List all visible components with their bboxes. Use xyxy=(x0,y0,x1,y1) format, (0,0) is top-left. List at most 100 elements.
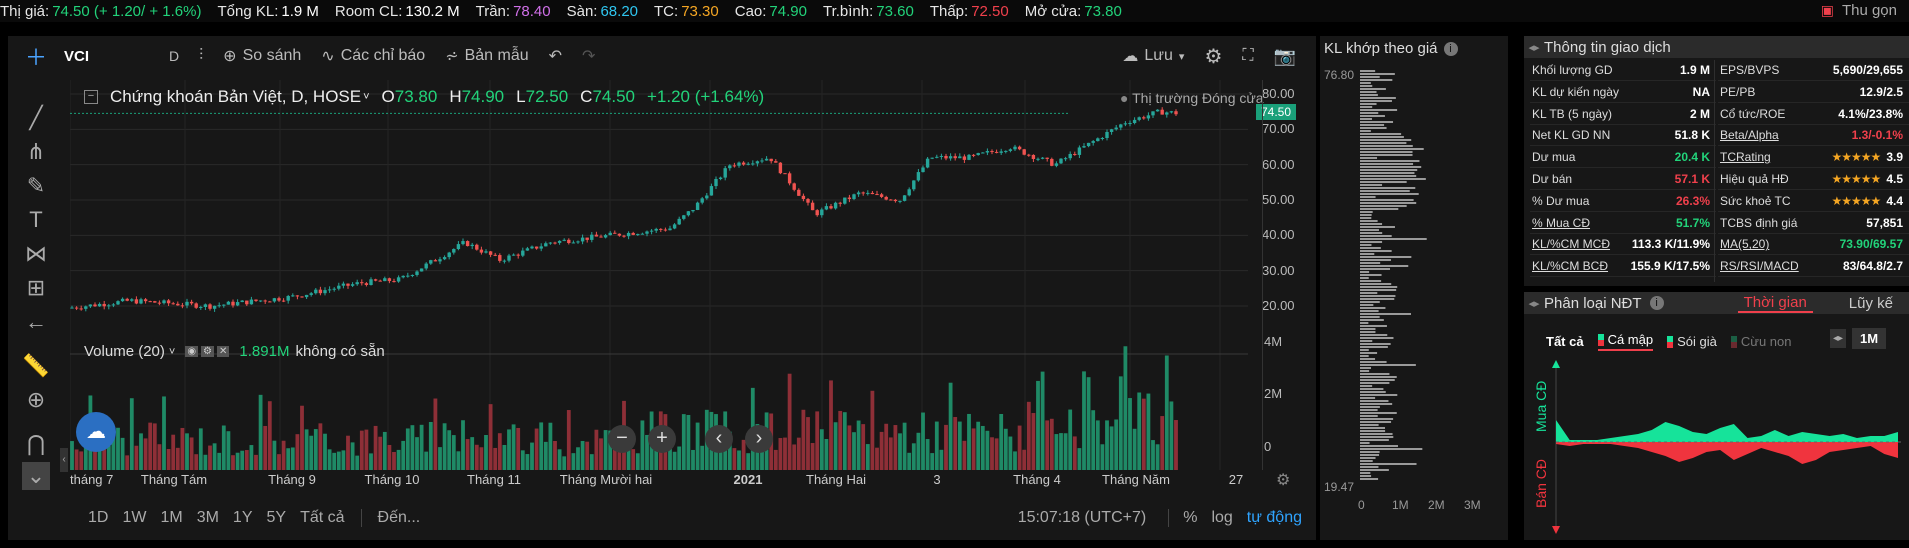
text-tool-icon[interactable]: T xyxy=(29,207,43,232)
legend-title[interactable]: Chứng khoán Bản Việt, D, HOSE xyxy=(110,87,362,106)
clock-label[interactable]: 15:07:18 (UTC+7) xyxy=(1017,509,1147,526)
ndt-chart[interactable]: Mua CĐ Bán CĐ xyxy=(1524,352,1909,540)
eye-icon[interactable]: ◉ xyxy=(185,346,199,357)
ruler-icon[interactable]: 📏 xyxy=(22,353,50,378)
info-label[interactable]: TCRating xyxy=(1720,150,1771,165)
vp-bottom-price: 19.47 xyxy=(1324,480,1355,494)
range-button[interactable]: 3M xyxy=(196,509,219,526)
info-label[interactable]: MA(5,20) xyxy=(1720,237,1770,252)
undo-icon[interactable]: ↶ xyxy=(548,48,563,65)
cloud-sync-icon[interactable]: ☁ xyxy=(76,412,116,452)
brush-icon[interactable]: ✎ xyxy=(26,173,46,198)
redo-icon[interactable]: ↷ xyxy=(582,48,596,65)
range-button[interactable]: 1M xyxy=(160,509,183,526)
filter-wolf[interactable]: Sói già xyxy=(1667,334,1717,349)
percent-toggle[interactable]: % xyxy=(1183,509,1198,526)
collapse-legend-icon[interactable]: − xyxy=(84,90,98,104)
info-label[interactable]: RS/RSI/MACD xyxy=(1720,259,1799,274)
zoom-out-icon[interactable]: − xyxy=(608,425,636,453)
range-button[interactable]: 1W xyxy=(122,509,147,526)
gear-icon[interactable]: ⚙ xyxy=(201,346,215,357)
filter-all[interactable]: Tất cả xyxy=(1546,334,1584,349)
candle-type-icon[interactable]: ⫶ xyxy=(199,47,204,64)
back-arrow-icon[interactable]: ← xyxy=(25,309,47,334)
volume-bar xyxy=(396,449,401,470)
volume-bar xyxy=(962,440,967,470)
info-header[interactable]: ◂▸ Thông tin giao dịch xyxy=(1524,36,1909,58)
info-value: 155.9 K/17.5% xyxy=(1631,259,1710,273)
vp-bar xyxy=(1360,85,1373,87)
chevron-down-icon[interactable]: ˅ xyxy=(168,345,176,358)
tab-time[interactable]: Thời gian xyxy=(1737,294,1813,313)
volume-bar xyxy=(1026,401,1031,470)
info-label: Hiệu quả HĐ xyxy=(1720,172,1789,186)
filter-shark[interactable]: Cá mập xyxy=(1597,332,1654,351)
pitchfork-icon[interactable]: ⋔ xyxy=(26,139,46,164)
range-button[interactable]: 1D xyxy=(88,509,109,526)
volume-bar xyxy=(465,439,470,470)
info-label[interactable]: KL/%CM MCĐ xyxy=(1532,237,1611,252)
info-icon[interactable]: i xyxy=(1649,296,1664,310)
auto-toggle[interactable]: tự động xyxy=(1246,509,1302,526)
period-toggle-icon[interactable]: ◂▸ xyxy=(1830,329,1847,348)
vp-bar xyxy=(1360,148,1424,150)
symbol-label[interactable]: VCI xyxy=(64,47,90,65)
candle xyxy=(797,188,801,196)
volume-bar xyxy=(856,420,861,470)
range-button[interactable]: Tất cả xyxy=(300,509,345,526)
tab-cumulative[interactable]: Lũy kế xyxy=(1848,294,1893,312)
candle xyxy=(820,207,824,218)
price-tick: 20.00 xyxy=(1262,298,1295,313)
candle xyxy=(341,281,346,289)
price-axis[interactable] xyxy=(1266,80,1316,490)
settings-icon[interactable]: ⚙ xyxy=(1276,472,1291,489)
price-chart[interactable] xyxy=(70,80,1248,490)
chevron-down-icon[interactable]: ˅ xyxy=(363,91,370,103)
goto-date-button[interactable]: Đến... xyxy=(377,509,421,526)
volume-bar xyxy=(985,430,990,470)
candle xyxy=(645,230,649,237)
zoom-in-icon[interactable]: + xyxy=(648,425,676,453)
zoom-in-icon[interactable]: ⊕ xyxy=(26,387,46,412)
compare-button[interactable]: ⊕ So sánh xyxy=(223,46,301,66)
expand-icon[interactable]: ◂▸ xyxy=(1528,41,1540,54)
chevron-down-icon[interactable]: ⌄ xyxy=(22,462,50,490)
vp-bar xyxy=(1360,346,1388,348)
collapse-toggle[interactable]: ▣ Thu gọn xyxy=(1821,2,1897,19)
range-button[interactable]: 1Y xyxy=(232,509,253,526)
volume-bar xyxy=(221,425,226,470)
vp-histogram[interactable] xyxy=(1360,70,1500,490)
range-button[interactable]: 5Y xyxy=(266,509,287,526)
ticker-label: Trần: xyxy=(475,2,511,20)
period-selector: ◂▸ 1M xyxy=(1830,328,1887,349)
volume-legend-name[interactable]: Volume (20) xyxy=(84,343,165,360)
settings-icon[interactable]: ⚙ xyxy=(1204,45,1223,68)
pattern-icon[interactable]: ⋈ xyxy=(25,241,47,266)
filter-sheep[interactable]: Cừu non xyxy=(1730,334,1791,349)
fullscreen-icon[interactable]: ⛶ xyxy=(1242,47,1254,64)
interval-button[interactable]: D xyxy=(169,48,180,64)
info-label[interactable]: % Mua CĐ xyxy=(1532,215,1591,230)
expand-left-icon[interactable]: ‹ xyxy=(60,448,68,472)
log-toggle[interactable]: log xyxy=(1211,509,1233,526)
info-label[interactable]: KL/%CM BCĐ xyxy=(1532,259,1609,274)
trendline-icon[interactable]: ╱ xyxy=(29,105,43,130)
candle xyxy=(856,190,861,197)
info-icon[interactable]: i xyxy=(1443,41,1458,56)
scroll-left-icon[interactable]: ‹ xyxy=(705,425,733,453)
magnet-icon[interactable]: ⋂ xyxy=(26,431,46,456)
indicators-button[interactable]: ∿ Các chỉ báo xyxy=(321,46,425,66)
time-axis[interactable]: tháng 7 Tháng Tám Tháng 9 Tháng 10 Tháng 11 T… xyxy=(70,470,1248,494)
save-button[interactable]: ☁ Lưu ▾ xyxy=(1122,46,1184,66)
camera-icon[interactable]: 📷 xyxy=(1273,45,1296,66)
expand-icon[interactable]: ◂▸ xyxy=(1528,297,1540,310)
crosshair-icon[interactable]: ＋ xyxy=(24,45,47,70)
candle xyxy=(1013,144,1017,151)
position-icon[interactable]: ⊞ xyxy=(26,275,46,300)
templates-button[interactable]: ⩫ Bản mẫu xyxy=(445,46,528,66)
info-label[interactable]: Beta/Alpha xyxy=(1720,128,1779,143)
close-icon[interactable]: ✕ xyxy=(217,346,230,357)
scroll-right-icon[interactable]: › xyxy=(745,425,773,453)
volume-bar xyxy=(203,454,208,470)
period-value[interactable]: 1M xyxy=(1852,328,1887,349)
